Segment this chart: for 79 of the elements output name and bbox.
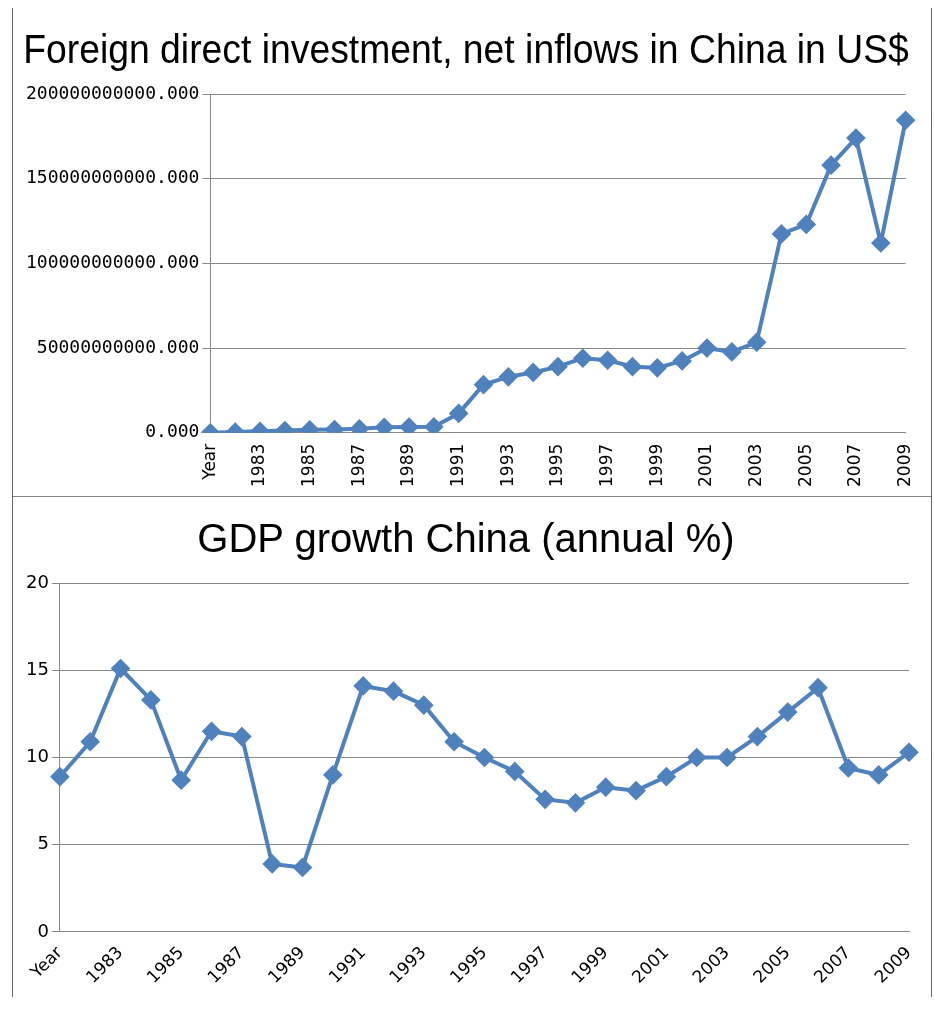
point xyxy=(747,333,766,352)
point xyxy=(414,696,433,715)
point xyxy=(375,418,394,433)
point xyxy=(505,762,524,781)
x-tick-label: 2005 xyxy=(794,443,815,487)
x-tick-label: 1999 xyxy=(645,443,666,487)
point xyxy=(846,129,865,148)
x-tick-label: 1995 xyxy=(546,443,567,487)
point xyxy=(524,363,543,382)
point xyxy=(445,732,464,751)
x-tick-label: 1991 xyxy=(447,443,468,487)
point xyxy=(202,722,221,741)
point xyxy=(50,767,69,786)
point xyxy=(748,727,767,746)
x-tick-label: 2001 xyxy=(695,443,716,487)
point xyxy=(822,156,841,175)
y-tick-label: 15 xyxy=(26,657,49,679)
point xyxy=(475,748,494,767)
x-tick-label: 1989 xyxy=(397,443,418,487)
chart-title: GDP growth China (annual %) xyxy=(197,516,735,561)
point xyxy=(900,743,918,762)
point xyxy=(323,765,342,784)
point xyxy=(424,417,443,433)
point xyxy=(598,351,617,370)
y-tick-label: 50000000000.000 xyxy=(36,335,200,357)
x-tick-label: 1997 xyxy=(596,443,617,487)
point xyxy=(869,765,888,784)
y-tick-label: 20 xyxy=(26,570,49,592)
x-tick-label: 1987 xyxy=(347,443,368,487)
x-tick-label: 1983 xyxy=(248,443,269,487)
point xyxy=(657,767,676,786)
point xyxy=(81,732,100,751)
point xyxy=(687,748,706,767)
point xyxy=(263,854,282,873)
point xyxy=(797,215,816,234)
point xyxy=(839,758,858,777)
point xyxy=(573,349,592,368)
point xyxy=(627,781,646,800)
chart-title: Foreign direct investment, net inflows in China in US$ xyxy=(23,26,909,72)
point xyxy=(871,234,890,253)
point xyxy=(718,748,737,767)
point xyxy=(141,690,160,709)
x-tick-label: Year xyxy=(198,443,219,481)
point xyxy=(172,771,191,790)
y-tick-label: 100000000000.000 xyxy=(26,251,200,273)
point xyxy=(596,778,615,797)
point xyxy=(536,790,555,809)
x-tick-label: 2003 xyxy=(745,443,766,487)
point xyxy=(772,224,791,243)
point xyxy=(400,417,419,433)
y-tick-label: 0.000 xyxy=(145,420,200,442)
point xyxy=(111,659,130,678)
point xyxy=(354,676,373,695)
x-tick-label: 2007 xyxy=(844,443,865,487)
point xyxy=(623,357,642,376)
point xyxy=(809,678,828,697)
point xyxy=(778,703,797,722)
y-tick-label: 10 xyxy=(26,745,49,767)
point xyxy=(697,339,716,358)
point xyxy=(896,111,915,130)
point xyxy=(722,342,741,361)
point xyxy=(449,404,468,423)
x-tick-label: 2009 xyxy=(894,443,915,487)
x-tick-label: 1993 xyxy=(496,443,517,487)
point xyxy=(384,682,403,701)
point xyxy=(293,858,312,877)
point xyxy=(232,727,251,746)
point xyxy=(673,351,692,370)
x-tick-label: 1985 xyxy=(298,443,319,487)
point xyxy=(474,375,493,394)
y-tick-label: 5 xyxy=(37,832,49,854)
point xyxy=(566,793,585,812)
point xyxy=(350,419,369,433)
point xyxy=(499,367,518,386)
y-tick-label: 150000000000.000 xyxy=(26,166,200,188)
point xyxy=(549,357,567,376)
point xyxy=(648,358,667,377)
y-tick-label: 0 xyxy=(37,919,49,941)
y-tick-label: 200000000000.000 xyxy=(26,81,200,103)
